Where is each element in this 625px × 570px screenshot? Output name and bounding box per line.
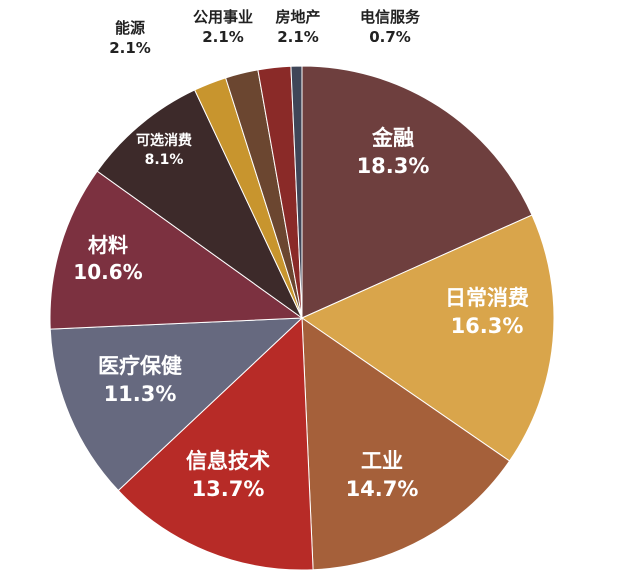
pie-slice-10 — [290, 65, 303, 319]
slice-value-label: 14.7% — [346, 477, 419, 501]
slice-name-label: 日常消费 — [445, 286, 529, 310]
pie-slice-6 — [96, 89, 304, 320]
slice-value-label: 2.1% — [202, 28, 244, 46]
slice-value-label: 11.3% — [104, 382, 177, 406]
pie-slice-4 — [49, 317, 304, 492]
pie-slice-5 — [49, 170, 304, 330]
pie-slice-2 — [301, 317, 511, 570]
slice-name-label: 能源 — [115, 19, 145, 37]
pie-labels: 金融 18.3% 日常消费 16.3% 工业 14.7% 信息技术 13.7% 医疗保健 11.3… — [73, 8, 529, 501]
slice-value-label: 2.1% — [277, 28, 319, 46]
slice-value-label: 8.1% — [145, 152, 184, 168]
slice-value-label: 0.7% — [369, 28, 411, 46]
slice-value-label: 10.6% — [73, 260, 142, 284]
slice-name-label: 材料 — [88, 233, 128, 257]
slice-name-label: 可选消费 — [136, 132, 192, 149]
slice-name-label: 工业 — [361, 449, 403, 473]
slice-name-label: 房地产 — [275, 8, 320, 26]
pie-slice-0 — [301, 65, 533, 319]
pie-slices — [49, 65, 555, 570]
slice-name-label: 公用事业 — [193, 8, 253, 26]
slice-value-label: 2.1% — [109, 39, 151, 57]
slice-name-label: 信息技术 — [186, 449, 270, 473]
slice-name-label: 医疗保健 — [98, 354, 182, 378]
slice-name-label: 电信服务 — [360, 8, 421, 26]
slice-name-label: 金融 — [371, 126, 414, 150]
pie-slice-1 — [300, 214, 555, 462]
slice-value-label: 16.3% — [451, 314, 524, 338]
slice-value-label: 13.7% — [192, 477, 265, 501]
slice-value-label: 18.3% — [357, 154, 430, 178]
